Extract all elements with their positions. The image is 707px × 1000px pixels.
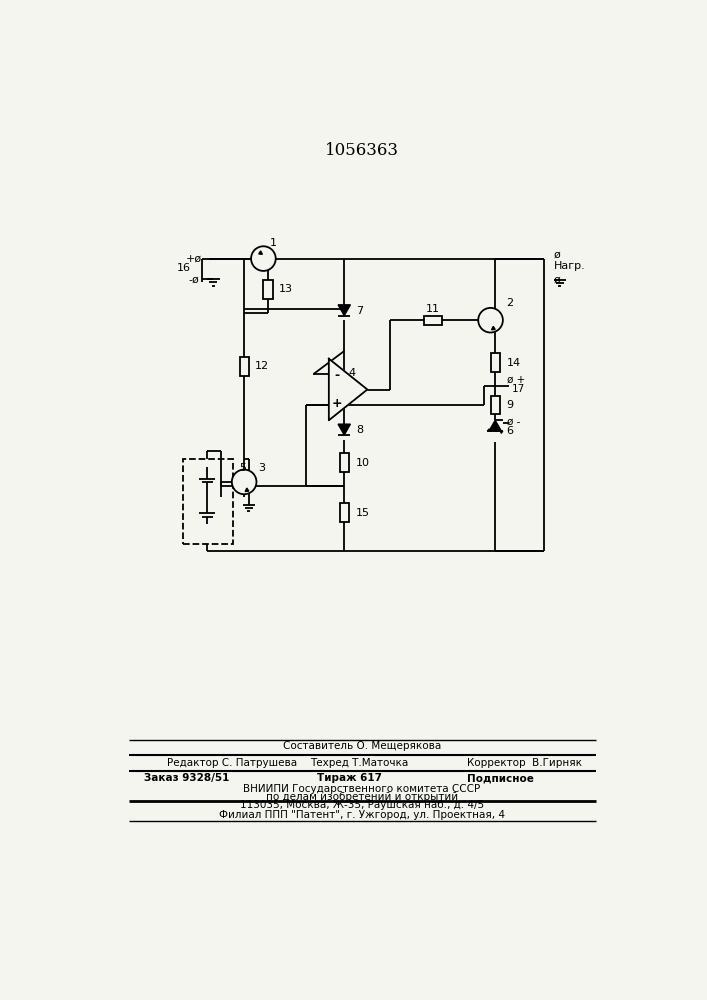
Text: 8: 8 <box>356 425 363 435</box>
Text: Заказ 9328/51: Заказ 9328/51 <box>144 773 229 783</box>
Text: Нагр.: Нагр. <box>554 261 585 271</box>
Text: ø: ø <box>554 250 561 260</box>
Polygon shape <box>489 420 501 431</box>
Text: Филиал ППП "Патент", г. Ужгород, ул. Проектная, 4: Филиал ППП "Патент", г. Ужгород, ул. Про… <box>219 810 505 820</box>
Text: +: + <box>332 397 342 410</box>
Polygon shape <box>245 488 249 491</box>
Text: 12: 12 <box>255 361 269 371</box>
Text: 14: 14 <box>507 358 521 368</box>
Text: Составитель О. Мещерякова: Составитель О. Мещерякова <box>283 741 441 751</box>
Text: 17: 17 <box>512 384 525 394</box>
Text: Редактор С. Патрушева: Редактор С. Патрушева <box>167 758 297 768</box>
Text: -ø: -ø <box>189 274 199 284</box>
Bar <box>339 503 349 522</box>
Bar <box>491 396 500 414</box>
Text: 3: 3 <box>258 463 265 473</box>
Circle shape <box>478 308 503 333</box>
Bar <box>182 459 233 544</box>
Polygon shape <box>329 359 368 420</box>
Polygon shape <box>259 251 262 254</box>
Text: 4: 4 <box>349 368 356 378</box>
Text: 10: 10 <box>356 458 370 468</box>
Text: 15: 15 <box>356 508 370 518</box>
Text: 16: 16 <box>177 263 191 273</box>
Text: 9: 9 <box>507 400 514 410</box>
Text: по делам изобретений и открытий: по делам изобретений и открытий <box>266 792 458 802</box>
Text: 6: 6 <box>507 426 514 436</box>
Text: 1056363: 1056363 <box>325 142 399 159</box>
Text: 1: 1 <box>269 238 276 248</box>
Text: ø +: ø + <box>507 374 525 384</box>
Circle shape <box>251 246 276 271</box>
Text: 7: 7 <box>356 306 363 316</box>
Text: Подписное: Подписное <box>467 773 534 783</box>
Text: -: - <box>334 369 339 382</box>
Text: ø: ø <box>554 275 561 285</box>
Polygon shape <box>338 305 351 316</box>
Bar <box>339 453 349 472</box>
Bar <box>423 316 442 325</box>
Text: 13: 13 <box>279 284 293 294</box>
Text: ВНИИПИ Государственного комитета СССР: ВНИИПИ Государственного комитета СССР <box>243 784 481 794</box>
Text: 2: 2 <box>506 298 513 308</box>
Text: Корректор  В.Гирняк: Корректор В.Гирняк <box>467 758 583 768</box>
Circle shape <box>232 470 257 494</box>
Polygon shape <box>338 424 351 435</box>
Text: Техред Т.Маточка: Техред Т.Маточка <box>310 758 408 768</box>
Bar <box>491 353 500 372</box>
Text: ø -: ø - <box>507 417 520 427</box>
Polygon shape <box>491 326 495 330</box>
Bar <box>264 280 273 299</box>
Bar <box>240 357 249 376</box>
Text: 11: 11 <box>426 304 440 314</box>
Text: +ø: +ø <box>186 254 202 264</box>
Text: 5: 5 <box>239 463 246 473</box>
Text: 113035, Москва, Ж-35, Раушская наб., д. 4/5: 113035, Москва, Ж-35, Раушская наб., д. … <box>240 800 484 810</box>
Text: Тираж 617: Тираж 617 <box>317 773 382 783</box>
